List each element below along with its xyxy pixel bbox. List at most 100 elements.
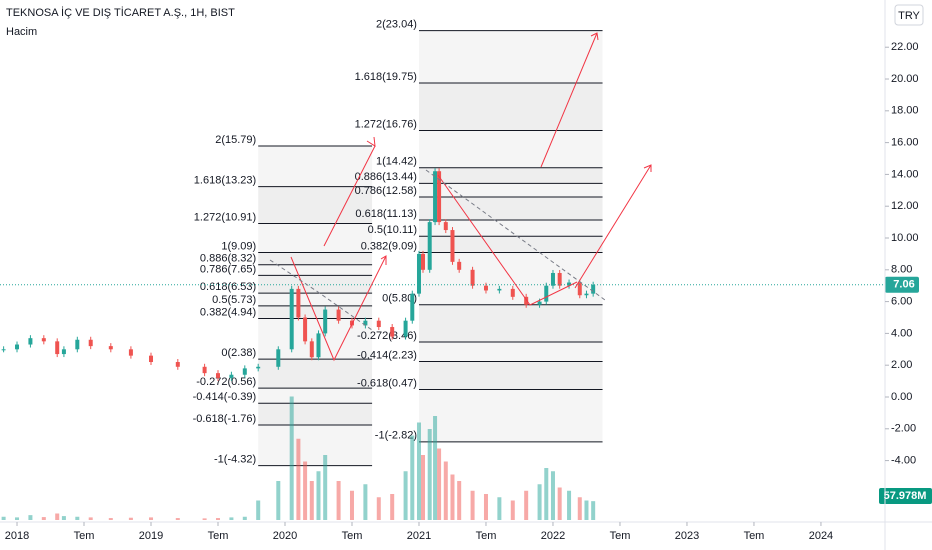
candle	[316, 333, 321, 358]
volume-bar	[567, 490, 572, 520]
fib-band	[258, 145, 373, 187]
candle	[55, 341, 60, 355]
x-tick-label: Tem	[610, 530, 631, 542]
volume-bar	[28, 515, 33, 520]
candle	[443, 222, 448, 231]
volume-bar	[128, 517, 133, 520]
candle	[88, 339, 93, 347]
chart-title: TEKNOSA İÇ VE DIŞ TİCARET A.Ş., 1H, BIST	[6, 6, 235, 19]
candle	[15, 344, 20, 350]
volume-bar	[256, 500, 261, 520]
candle	[229, 374, 234, 378]
candle	[437, 171, 442, 223]
volume-bar	[289, 396, 294, 520]
fib-band	[418, 167, 603, 184]
volume-bar	[550, 471, 555, 520]
volume-bar	[349, 490, 354, 520]
fib-label: -0.272(3.46)	[357, 330, 417, 342]
candle	[202, 366, 207, 374]
volume-legend: Hacim	[6, 26, 37, 38]
last-volume-box	[879, 488, 932, 504]
fib-label: 1.618(19.75)	[355, 71, 417, 83]
candle	[336, 309, 341, 321]
trend-line	[425, 169, 606, 301]
volume-bar	[61, 516, 66, 520]
x-tick-label: 2020	[273, 530, 297, 542]
y-tick-label: 10.00	[891, 232, 919, 244]
volume-bar	[1, 516, 6, 520]
fib-band	[418, 130, 603, 168]
y-tick-label: -2.00	[891, 423, 916, 435]
fib-label: 0.5(5.73)	[212, 294, 256, 306]
candle	[61, 349, 66, 355]
volume-bar	[470, 490, 475, 520]
y-tick-label: 6.00	[891, 296, 912, 308]
last-price-box	[885, 276, 919, 293]
y-tick-label: 8.00	[891, 264, 912, 276]
volume-bar	[323, 455, 328, 520]
candle	[75, 339, 80, 350]
currency[interactable]: TRY	[898, 10, 920, 22]
candle	[577, 282, 582, 296]
drawings	[269, 32, 652, 362]
fib-label: 0.382(4.94)	[200, 306, 256, 318]
fib-band	[258, 403, 373, 425]
fib-label: 0.886(8.32)	[200, 253, 256, 265]
candle	[567, 282, 572, 286]
x-tick-label: 2023	[675, 530, 699, 542]
fib-band	[258, 264, 373, 276]
fib-band	[418, 389, 603, 442]
fib-band	[418, 30, 603, 83]
y-tick-label: 20.00	[891, 73, 919, 85]
candle	[28, 338, 33, 345]
candle	[323, 309, 328, 334]
y-tick-label: 18.00	[891, 105, 919, 117]
volume-bar	[403, 471, 408, 520]
candle	[303, 317, 308, 342]
arrow	[540, 32, 599, 168]
volume-bar	[577, 497, 582, 520]
candle	[128, 349, 133, 356]
volume-bar	[276, 481, 281, 520]
volume-bar	[557, 487, 562, 520]
volume-bar	[88, 517, 93, 520]
fib-label: -0.414(-0.39)	[193, 391, 257, 403]
volume-bar	[433, 416, 438, 520]
volume-bar	[175, 518, 180, 520]
candle	[457, 261, 462, 270]
volume-bar	[15, 517, 20, 520]
fib-band	[418, 341, 603, 362]
candle	[550, 272, 555, 286]
volume-bar	[390, 494, 395, 520]
candle	[427, 222, 432, 270]
y-tick-label: 22.00	[891, 41, 919, 53]
volume-bar	[336, 481, 341, 520]
x-tick-label: 2018	[5, 530, 29, 542]
fib-label: -0.414(2.23)	[357, 349, 417, 361]
fib-band	[418, 220, 603, 237]
fib-band	[258, 318, 373, 360]
volume-bar	[149, 517, 154, 520]
x-tick-label: Tem	[476, 530, 497, 542]
volume-bar	[296, 438, 301, 520]
arrow	[290, 255, 387, 362]
plot: 7.06 57.978M	[0, 168, 932, 520]
volume-bar	[427, 429, 432, 520]
volume-bar	[75, 516, 80, 520]
fib-band	[258, 223, 373, 253]
x-tick-label: Tem	[744, 530, 765, 542]
candle	[296, 288, 301, 318]
x-tick-label: Tem	[74, 530, 95, 542]
currency-box[interactable]	[894, 4, 924, 26]
wave-line	[437, 174, 578, 306]
fib-band	[418, 236, 603, 253]
candle	[363, 320, 368, 326]
x-tick-label: Tem	[342, 530, 363, 542]
fib-band	[258, 388, 373, 404]
x-tick-label: 2022	[541, 530, 565, 542]
candle	[544, 285, 549, 302]
fib-label: 0.786(12.58)	[355, 185, 417, 197]
candle	[537, 301, 542, 305]
y-tick-label: 4.00	[891, 327, 912, 339]
volume-bar	[591, 501, 596, 520]
